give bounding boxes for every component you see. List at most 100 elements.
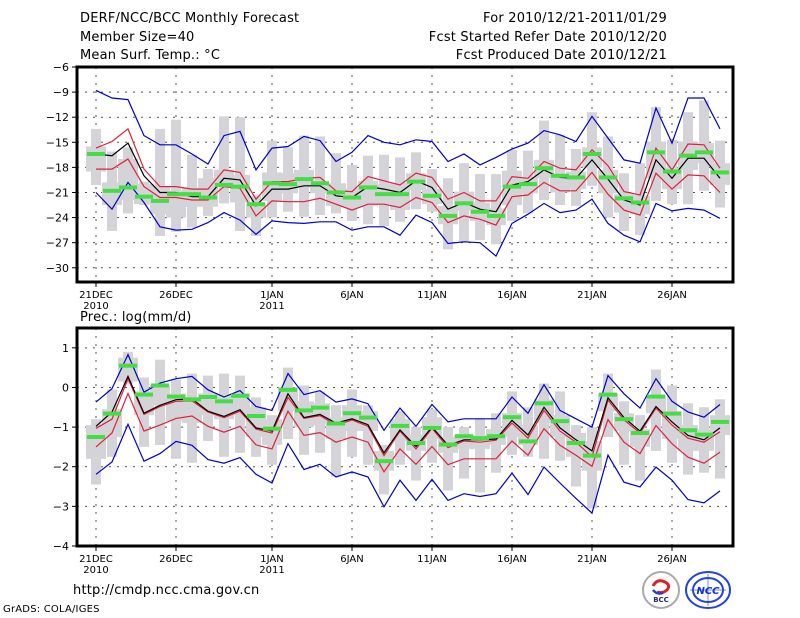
median-mark xyxy=(183,192,201,197)
x-tick-year-label: 2011 xyxy=(259,565,284,576)
median-mark xyxy=(359,185,377,190)
median-mark xyxy=(551,419,569,424)
member-range-bar xyxy=(235,117,245,231)
median-mark xyxy=(567,440,585,445)
median-mark xyxy=(423,193,441,198)
forecast-start-date: Fcst Started Refer Date 2010/12/20 xyxy=(428,30,667,45)
quartile-box xyxy=(326,183,346,206)
quartile-box xyxy=(134,184,154,205)
median-mark xyxy=(487,434,505,439)
median-mark xyxy=(407,179,425,184)
median-mark xyxy=(631,431,649,436)
member-range-bar xyxy=(315,136,325,216)
median-mark xyxy=(535,401,553,406)
quartile-box xyxy=(166,393,186,422)
y-tick-label: −30 xyxy=(46,262,69,275)
ncc-logo: NCC xyxy=(685,571,731,609)
x-tick-year-label: 2011 xyxy=(259,301,284,312)
median-mark xyxy=(583,152,601,157)
median-mark xyxy=(343,195,361,200)
median-mark xyxy=(631,200,649,205)
quartile-box xyxy=(598,169,618,194)
median-mark xyxy=(695,150,713,155)
quartile-box xyxy=(646,395,666,414)
median-mark xyxy=(503,415,521,420)
y-tick-label: −27 xyxy=(46,237,69,250)
median-mark xyxy=(455,434,473,439)
median-mark xyxy=(295,177,313,182)
median-mark xyxy=(711,419,729,424)
x-tick-label: 16JAN xyxy=(497,554,527,565)
median-mark xyxy=(375,459,393,464)
x-tick-label: 21DEC xyxy=(79,290,113,301)
x-tick-year-label: 2010 xyxy=(83,565,108,576)
median-mark xyxy=(583,453,601,458)
source-url[interactable]: http://cmdp.ncc.cma.gov.cn xyxy=(73,583,260,598)
member-range-bar xyxy=(171,119,181,232)
plot-frame xyxy=(75,326,735,548)
y-tick-label: −1 xyxy=(53,421,69,434)
precip-label: Prec.: log(mm/d) xyxy=(80,310,192,325)
member-range-bar xyxy=(475,419,485,493)
median-mark xyxy=(135,392,153,397)
median-mark xyxy=(311,405,329,410)
median-mark xyxy=(247,413,265,418)
x-tick-label: 21JAN xyxy=(577,290,607,301)
median-mark xyxy=(519,439,537,444)
median-mark xyxy=(279,182,297,187)
member-range-bar xyxy=(635,415,645,481)
x-tick-label: 1JAN xyxy=(260,554,283,565)
member-range-bar xyxy=(619,401,629,465)
median-mark xyxy=(167,394,185,399)
median-mark xyxy=(87,152,105,157)
quartile-box xyxy=(310,184,330,194)
quartile-box xyxy=(454,435,474,449)
x-tick-label: 11JAN xyxy=(417,290,447,301)
envelope-max-line xyxy=(95,353,721,432)
bcc-logo-text: BCC xyxy=(653,596,669,604)
quartile-box xyxy=(230,393,250,416)
median-mark xyxy=(263,426,281,431)
quartile-box xyxy=(86,146,106,172)
quartile-box xyxy=(134,391,154,416)
median-mark xyxy=(407,440,425,445)
median-mark xyxy=(167,192,185,197)
y-tick-label: −4 xyxy=(53,540,69,553)
variable-label: Mean Surf. Temp.: °C xyxy=(80,48,221,63)
median-mark xyxy=(391,192,409,197)
median-mark xyxy=(295,408,313,413)
median-mark xyxy=(711,170,729,175)
median-mark xyxy=(567,175,585,180)
ensemble-mean-line xyxy=(95,374,721,455)
y-tick-label: −24 xyxy=(46,212,69,225)
median-mark xyxy=(599,175,617,180)
y-tick-label: 0 xyxy=(62,381,69,394)
median-mark xyxy=(151,383,169,388)
y-tick-label: −2 xyxy=(53,461,69,474)
median-mark xyxy=(391,423,409,428)
x-tick-label: 26JAN xyxy=(657,290,687,301)
x-tick-label: 21JAN xyxy=(577,554,607,565)
median-mark xyxy=(215,182,233,187)
median-mark xyxy=(263,181,281,186)
member-range-bar xyxy=(363,405,373,465)
median-mark xyxy=(615,417,633,422)
median-mark xyxy=(471,209,489,214)
y-tick-label: −18 xyxy=(46,161,69,174)
quartile-box xyxy=(150,385,170,406)
x-tick-label: 11JAN xyxy=(417,554,447,565)
median-mark xyxy=(471,436,489,441)
member-range-bar xyxy=(715,399,725,479)
median-mark xyxy=(455,201,473,206)
member-range-bar xyxy=(331,405,341,477)
median-mark xyxy=(311,181,329,186)
y-tick-label: −21 xyxy=(46,186,69,199)
bcc-logo: BCC xyxy=(642,571,680,609)
x-tick-label: 21DEC xyxy=(79,554,113,565)
x-tick-label: 16JAN xyxy=(497,290,527,301)
quartile-box xyxy=(454,191,474,211)
y-tick-label: −6 xyxy=(53,61,69,74)
forecast-produced-date: Fcst Produced Date 2010/12/21 xyxy=(455,48,667,63)
